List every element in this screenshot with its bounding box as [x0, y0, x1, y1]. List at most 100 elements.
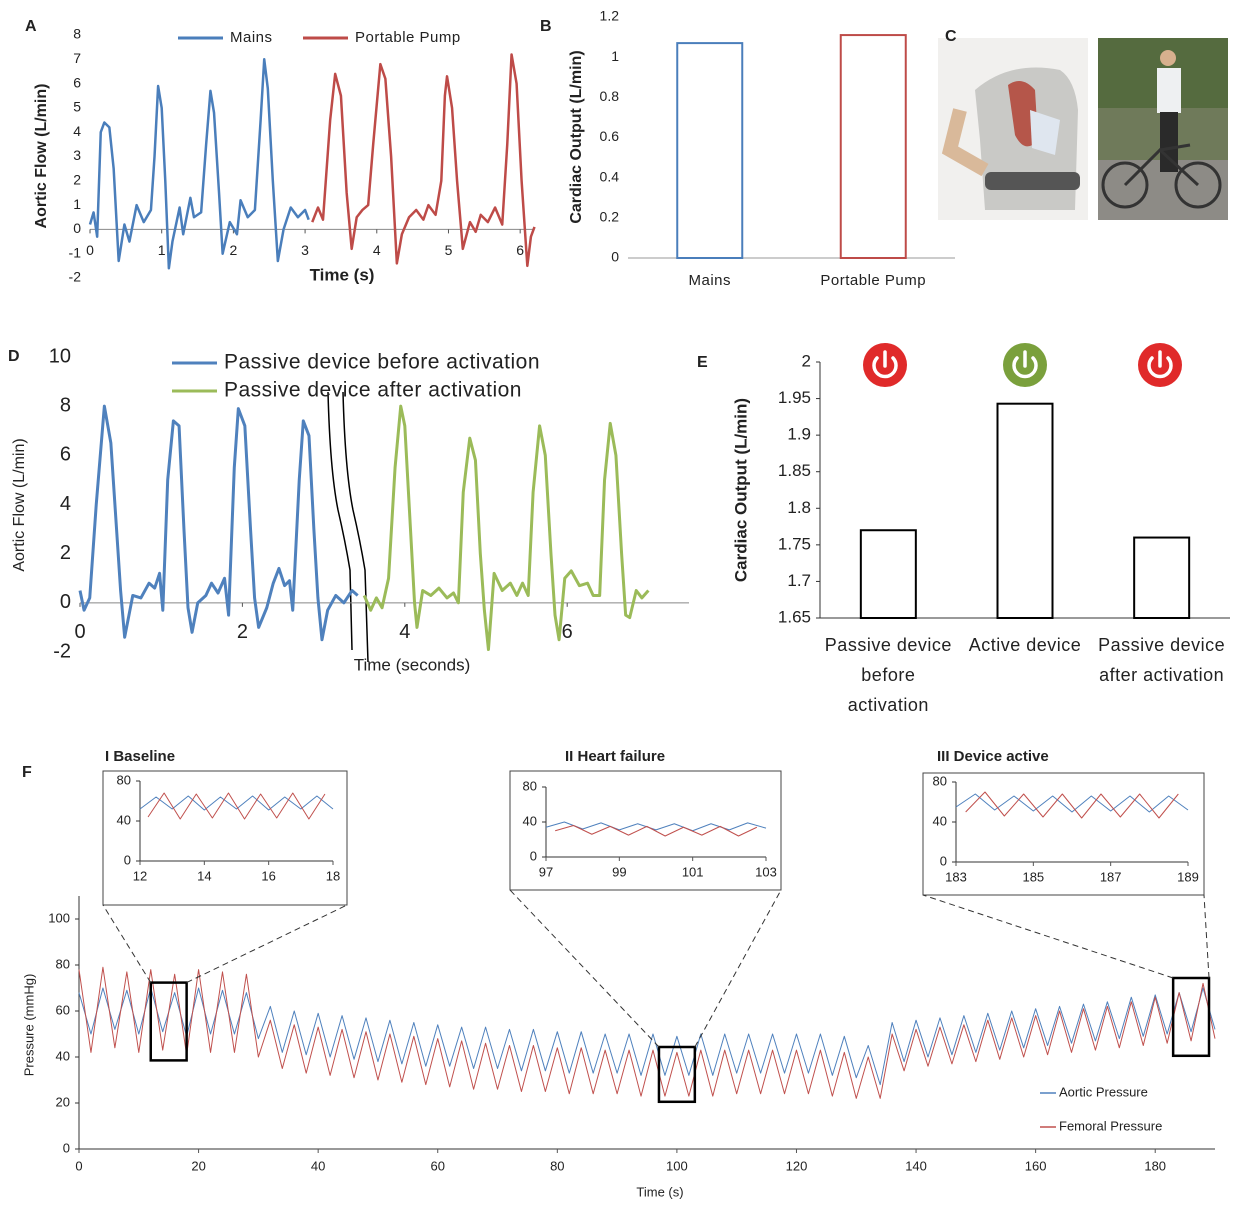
- y-tick-label: 2: [802, 351, 811, 370]
- y-tick-label: 0: [611, 249, 619, 265]
- series-line: [78, 404, 359, 642]
- series-line: [545, 821, 767, 832]
- x-tick-label: Active device: [968, 635, 1082, 655]
- x-tick-label: 120: [786, 1158, 808, 1173]
- axis-break: [327, 391, 353, 651]
- x-tick-label: 60: [431, 1158, 445, 1173]
- category-label-box: Passive device before activation: [824, 635, 952, 715]
- series-line: [555, 825, 758, 837]
- y-tick-label: 4: [60, 493, 71, 515]
- y-tick-label: 1.85: [778, 461, 811, 480]
- y-tick-label: 6: [60, 444, 71, 466]
- y-tick-label: 4: [73, 123, 81, 139]
- panel-label: C: [945, 28, 957, 45]
- panel-label: D: [8, 348, 20, 365]
- x-tick-label: 180: [1144, 1158, 1166, 1173]
- y-tick-label: 10: [49, 345, 71, 367]
- x-tick-label: 4: [399, 621, 410, 643]
- x-tick-label: 4: [373, 242, 381, 258]
- y-tick-label: 0.8: [600, 88, 620, 104]
- series-line: [88, 58, 310, 270]
- x-tick-label: 12: [133, 868, 147, 883]
- y-tick-label: 1.8: [787, 498, 811, 517]
- x-tick-label: 20: [191, 1158, 205, 1173]
- series-line: [955, 793, 1189, 813]
- inset-title: III Device active: [937, 748, 1049, 765]
- zoom-connector: [1203, 894, 1210, 979]
- y-tick-label: 6: [73, 74, 81, 90]
- inset-frame: [922, 772, 1205, 896]
- legend-label: Mains: [230, 29, 273, 46]
- photo-bike: [1098, 38, 1228, 220]
- y-tick-label: 8: [60, 394, 71, 416]
- x-tick-label: Passive device before activation: [824, 635, 952, 715]
- y-tick-label: 8: [73, 26, 81, 42]
- y-tick-label: 1: [73, 196, 81, 212]
- y-tick-label: 60: [56, 1002, 70, 1017]
- series-line: [139, 795, 334, 811]
- inset-frame: [102, 770, 348, 906]
- x-tick-label: Mains: [688, 272, 731, 289]
- x-tick-label: 0: [75, 1158, 82, 1173]
- y-tick-label: -2: [69, 269, 82, 285]
- inset-title: II Heart failure: [565, 748, 665, 765]
- y-tick-label: 80: [117, 772, 131, 787]
- x-tick-label: 2: [237, 621, 248, 643]
- x-tick-label: 183: [945, 869, 967, 884]
- x-tick-label: 185: [1022, 869, 1044, 884]
- y-tick-label: 2: [60, 542, 71, 564]
- y-tick-label: 1.95: [778, 388, 811, 407]
- panel-label: E: [697, 354, 708, 371]
- x-tick-label: 2: [229, 242, 237, 258]
- y-tick-label: -1: [69, 244, 82, 260]
- x-tick-label: 18: [326, 868, 340, 883]
- x-tick-label: 0: [86, 242, 94, 258]
- zoom-box: [149, 981, 188, 1062]
- zoom-connector: [186, 904, 348, 984]
- y-tick-label: 0.2: [600, 209, 620, 225]
- y-axis-label: Aortic Flow (L/min): [33, 84, 50, 229]
- y-tick-label: 5: [73, 99, 81, 115]
- y-axis-label: Cardiac Output (L/min): [568, 50, 585, 223]
- x-tick-label: 103: [755, 864, 777, 879]
- y-tick-label: 40: [117, 812, 131, 827]
- y-tick-label: 40: [56, 1048, 70, 1063]
- x-axis-label: Time (s): [310, 265, 375, 284]
- x-tick-label: Portable Pump: [820, 272, 926, 289]
- legend-label: Passive device after activation: [224, 379, 522, 402]
- series-line: [362, 404, 650, 652]
- zoom-box: [657, 1045, 697, 1104]
- zoom-connector: [102, 904, 152, 983]
- x-tick-label: 40: [311, 1158, 325, 1173]
- bar: [859, 529, 917, 620]
- y-tick-label: 80: [56, 956, 70, 971]
- y-tick-label: 1.9: [787, 425, 811, 444]
- y-tick-label: 0: [940, 853, 947, 868]
- axis-break: [342, 391, 369, 663]
- y-tick-label: 20: [56, 1094, 70, 1109]
- power-off-icon: [1138, 343, 1182, 387]
- x-tick-label: 0: [74, 621, 85, 643]
- panel-label: F: [22, 764, 32, 781]
- zoom-box: [1171, 976, 1211, 1058]
- y-tick-label: 0: [60, 591, 71, 613]
- x-tick-label: 6: [562, 621, 573, 643]
- x-tick-label: 97: [539, 864, 553, 879]
- y-tick-label: 0: [530, 848, 537, 863]
- x-tick-label: 189: [1177, 869, 1199, 884]
- bar: [996, 402, 1054, 620]
- x-tick-label: 1: [158, 242, 166, 258]
- bar: [676, 42, 744, 259]
- y-tick-label: 40: [523, 813, 537, 828]
- y-tick-label: 1.75: [778, 534, 811, 553]
- y-tick-label: 0.4: [600, 168, 620, 184]
- y-tick-label: 1: [611, 48, 619, 64]
- x-tick-label: 100: [666, 1158, 688, 1173]
- x-tick-label: 16: [261, 868, 275, 883]
- panel-label: A: [25, 18, 37, 35]
- y-tick-label: 80: [523, 778, 537, 793]
- power-off-icon: [863, 343, 907, 387]
- legend-label: Passive device before activation: [224, 351, 540, 374]
- y-tick-label: 0: [124, 852, 131, 867]
- series-line: [965, 791, 1179, 819]
